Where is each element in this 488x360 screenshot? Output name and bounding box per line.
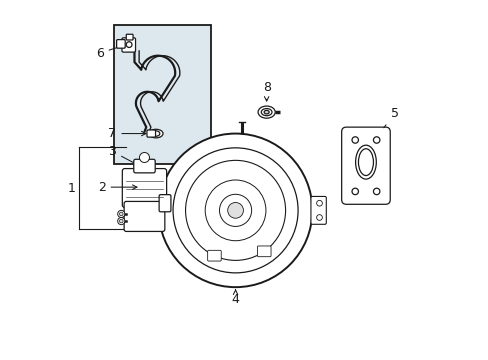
Ellipse shape — [358, 149, 373, 176]
FancyBboxPatch shape — [207, 250, 221, 261]
Text: 7: 7 — [108, 127, 145, 140]
Circle shape — [119, 219, 123, 223]
Text: 1: 1 — [67, 181, 75, 194]
Circle shape — [316, 215, 322, 220]
Circle shape — [373, 137, 379, 143]
Text: 4: 4 — [231, 290, 239, 306]
Circle shape — [126, 42, 132, 48]
Circle shape — [227, 203, 243, 218]
Text: 5: 5 — [383, 108, 398, 128]
Circle shape — [159, 134, 312, 287]
FancyBboxPatch shape — [257, 246, 270, 257]
FancyBboxPatch shape — [134, 159, 155, 173]
Ellipse shape — [355, 145, 376, 179]
Circle shape — [351, 137, 358, 143]
Circle shape — [119, 212, 123, 216]
FancyBboxPatch shape — [310, 197, 325, 224]
Circle shape — [219, 194, 251, 226]
Ellipse shape — [264, 111, 268, 114]
Circle shape — [173, 148, 298, 273]
Text: 8: 8 — [262, 81, 270, 101]
Circle shape — [139, 153, 149, 162]
Circle shape — [316, 201, 322, 206]
FancyBboxPatch shape — [147, 130, 155, 137]
Ellipse shape — [258, 106, 275, 118]
FancyBboxPatch shape — [159, 195, 171, 212]
Text: 2: 2 — [98, 181, 137, 194]
FancyBboxPatch shape — [122, 168, 166, 207]
Circle shape — [118, 210, 124, 217]
FancyBboxPatch shape — [122, 38, 135, 52]
Circle shape — [185, 160, 285, 260]
FancyBboxPatch shape — [116, 40, 125, 48]
Bar — [114, 24, 210, 164]
FancyBboxPatch shape — [341, 127, 389, 204]
Circle shape — [118, 217, 124, 225]
Ellipse shape — [261, 109, 271, 116]
FancyBboxPatch shape — [126, 34, 133, 40]
Circle shape — [205, 180, 265, 241]
Text: 3: 3 — [108, 145, 139, 166]
Ellipse shape — [148, 129, 163, 138]
FancyBboxPatch shape — [124, 202, 164, 231]
Ellipse shape — [152, 131, 160, 136]
Circle shape — [351, 188, 358, 195]
Circle shape — [373, 188, 379, 195]
Text: 6: 6 — [96, 44, 125, 60]
